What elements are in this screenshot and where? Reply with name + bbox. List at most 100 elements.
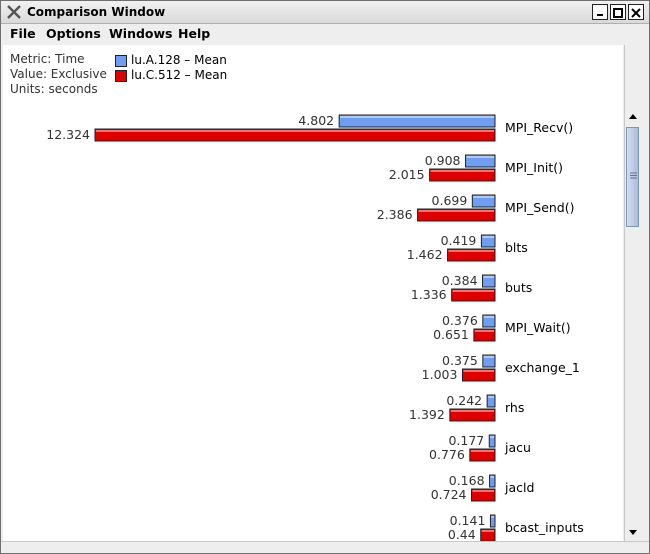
bar-1-8: [488, 434, 496, 448]
category-label-6: exchange_1: [505, 360, 580, 375]
legend-label-series-1: lu.A.128 – Mean: [131, 53, 227, 67]
value-label: Value: Exclusive: [10, 67, 107, 81]
bar-1-3: [480, 234, 496, 248]
bar-1-2: [471, 194, 496, 208]
bar-highlight-1-5: [483, 316, 494, 318]
metric-label: Metric: Time: [10, 52, 85, 66]
bar-1-1: [465, 154, 496, 168]
bar-highlight-2-8: [470, 450, 494, 452]
scroll-up-icon[interactable]: [628, 112, 638, 122]
bar-1-7: [486, 394, 496, 408]
category-label-4: buts: [505, 280, 532, 295]
maximize-button[interactable]: [610, 4, 626, 20]
bar-2-9: [471, 488, 496, 502]
value-label-2-0: 12.324: [46, 127, 90, 142]
bar-2-0: [94, 128, 496, 142]
title-bar: Comparison Window: [1, 1, 649, 24]
bar-2-6: [461, 368, 496, 382]
category-label-8: jacu: [504, 440, 531, 455]
category-label-5: MPI_Wait(): [505, 320, 571, 335]
bar-highlight-2-10: [481, 530, 494, 532]
close-button[interactable]: [628, 4, 644, 20]
bar-highlight-2-1: [430, 170, 494, 172]
bar-2-8: [469, 448, 496, 462]
bar-highlight-2-7: [450, 410, 494, 412]
value-label-1-4: 0.384: [442, 273, 478, 288]
value-label-1-2: 0.699: [432, 193, 468, 208]
value-label-1-3: 0.419: [441, 233, 477, 248]
value-label-2-4: 1.336: [411, 287, 447, 302]
value-label-1-10: 0.141: [450, 513, 486, 528]
bar-highlight-2-0: [96, 130, 494, 132]
value-label-1-6: 0.375: [442, 353, 478, 368]
category-label-10: bcast_inputs: [505, 520, 584, 535]
bar-1-0: [338, 114, 496, 128]
bar-highlight-1-4: [483, 276, 494, 278]
bar-highlight-1-8: [490, 436, 494, 438]
scroll-thumb[interactable]: [626, 127, 639, 227]
menu-help[interactable]: Help: [178, 26, 211, 41]
value-label-1-9: 0.168: [449, 473, 485, 488]
value-label-2-10: 0.44: [448, 527, 476, 541]
x-logo-icon: [7, 5, 21, 19]
value-label-1-7: 0.242: [446, 393, 482, 408]
value-label-2-2: 2.386: [377, 207, 413, 222]
bar-highlight-1-10: [491, 516, 494, 518]
minimize-icon: [597, 14, 603, 16]
bar-2-4: [451, 288, 496, 302]
category-label-1: MPI_Init(): [505, 160, 563, 175]
category-label-9: jacld: [504, 480, 534, 495]
value-label-2-7: 1.392: [409, 407, 445, 422]
bar-highlight-2-2: [418, 210, 494, 212]
category-label-0: MPI_Recv(): [505, 120, 573, 135]
bar-2-10: [480, 528, 496, 541]
chart-panel: Metric: Time Value: Exclusive Units: sec…: [3, 45, 623, 541]
bar-highlight-2-4: [452, 290, 494, 292]
bar-highlight-1-3: [482, 236, 494, 238]
bar-highlight-1-1: [466, 156, 494, 158]
legend-swatch-series-1: [115, 55, 127, 67]
bar-highlight-2-9: [472, 490, 494, 492]
bar-2-5: [473, 328, 496, 342]
minimize-button[interactable]: [592, 4, 608, 20]
category-label-2: MPI_Send(): [505, 200, 575, 215]
units-label: Units: seconds: [10, 82, 98, 96]
value-label-2-8: 0.776: [429, 447, 465, 462]
bar-highlight-1-0: [340, 116, 494, 118]
bar-highlight-2-5: [474, 330, 494, 332]
bar-highlight-1-2: [473, 196, 494, 198]
bar-1-6: [482, 354, 496, 368]
bottom-border: [1, 541, 649, 553]
value-label-1-5: 0.376: [442, 313, 478, 328]
bar-1-10: [489, 514, 496, 528]
bar-highlight-1-7: [488, 396, 494, 398]
legend-label-series-2: lu.C.512 – Mean: [131, 68, 228, 82]
menu-windows[interactable]: Windows: [109, 26, 173, 41]
bar-highlight-1-9: [490, 476, 494, 478]
legend-swatch-series-2: [115, 70, 127, 82]
close-icon: [631, 8, 641, 18]
menu-file[interactable]: File: [10, 26, 36, 41]
bar-highlight-2-6: [463, 370, 494, 372]
value-label-2-6: 1.003: [422, 367, 458, 382]
maximize-icon: [613, 8, 623, 18]
menu-options[interactable]: Options: [46, 26, 101, 41]
value-label-2-5: 0.651: [433, 327, 469, 342]
bar-1-9: [489, 474, 496, 488]
grip-icon: [630, 172, 637, 179]
scroll-down-icon[interactable]: [628, 527, 638, 537]
bar-highlight-1-6: [483, 356, 494, 358]
bar-2-3: [447, 248, 496, 262]
vertical-scrollbar[interactable]: [624, 45, 641, 541]
bar-highlight-2-3: [448, 250, 494, 252]
bar-1-5: [482, 314, 496, 328]
bar-2-1: [429, 168, 496, 182]
value-label-1-1: 0.908: [425, 153, 461, 168]
value-label-1-0: 4.802: [298, 113, 334, 128]
bar-1-4: [482, 274, 496, 288]
value-label-2-1: 2.015: [389, 167, 425, 182]
bar-2-7: [449, 408, 496, 422]
value-label-1-8: 0.177: [448, 433, 484, 448]
